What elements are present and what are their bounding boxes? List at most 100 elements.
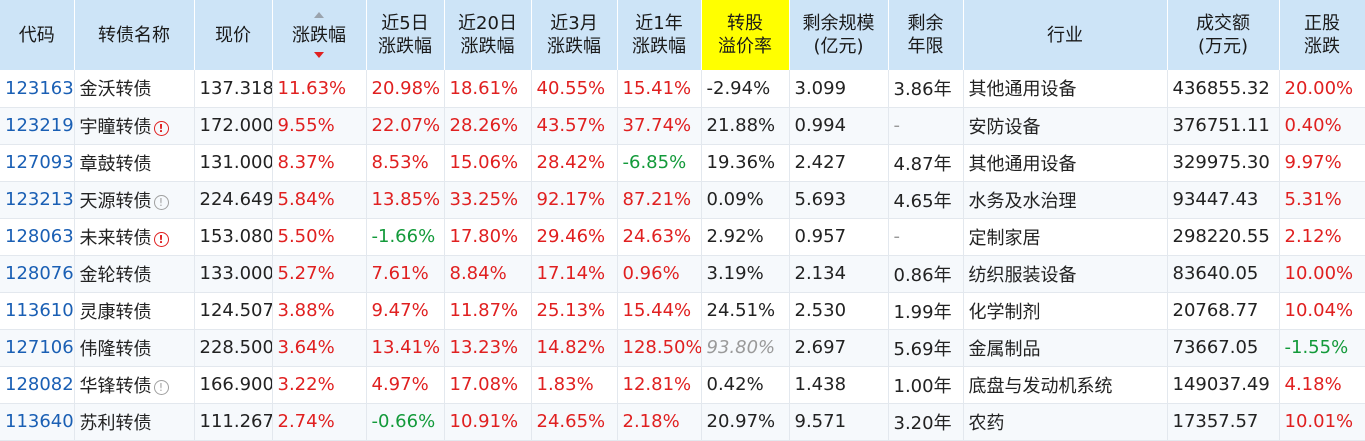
cell-name[interactable]: 章鼓转债 (74, 144, 195, 182)
header-change[interactable]: 涨跌幅 (272, 0, 367, 70)
cell-scale: 0.994 (789, 107, 889, 145)
header-price[interactable]: 现价 (194, 0, 273, 70)
cell-price: 166.900 (194, 366, 273, 404)
cell-change-1y-text: 87.21% (622, 189, 692, 210)
cell-name[interactable]: 苏利转债 (74, 403, 195, 441)
cell-code[interactable]: 113610 (0, 292, 75, 330)
cell-change-text: 2.74% (277, 411, 335, 432)
cell-code-text: 123213 (5, 189, 74, 210)
cell-industry-text: 底盘与发动机系统 (968, 375, 1113, 397)
sort-desc-icon[interactable] (314, 52, 324, 58)
cell-change: 2.74% (272, 403, 367, 441)
cell-change-5d: 9.47% (366, 292, 445, 330)
header-change-5d[interactable]: 近5日 涨跌幅 (366, 0, 445, 70)
cell-amount: 17357.57 (1167, 403, 1280, 441)
cell-code[interactable]: 123219 (0, 107, 75, 145)
cell-amount: 93447.43 (1167, 181, 1280, 219)
table-row[interactable]: 123219 宇瞳转债! 172.000 9.55% 22.07% 28.26% 43.57… (0, 107, 1365, 145)
cell-scale: 0.957 (789, 218, 889, 256)
cell-amount: 73667.05 (1167, 329, 1280, 367)
cell-amount-text: 20768.77 (1172, 300, 1259, 321)
header-premium[interactable]: 转股 溢价率 (701, 0, 790, 70)
table-row[interactable]: 127106 伟隆转债 228.500 3.64% 13.41% 13.23% 14.82%… (0, 329, 1365, 367)
cell-stock-change-text: 10.00% (1284, 263, 1354, 284)
header-scale[interactable]: 剩余规模 (亿元) (789, 0, 889, 70)
table-row[interactable]: 113610 灵康转债 124.507 3.88% 9.47% 11.87% 25.13% 1… (0, 292, 1365, 330)
cell-years-text: - (893, 226, 901, 247)
cell-price-text: 124.507 (199, 300, 272, 321)
header-industry[interactable]: 行业 (963, 0, 1168, 70)
cell-change-3m: 14.82% (531, 329, 618, 367)
cell-name[interactable]: 华锋转债! (74, 366, 195, 404)
header-stock-change[interactable]: 正股 涨跌 (1279, 0, 1365, 70)
cell-name[interactable]: 天源转债! (74, 181, 195, 219)
header-name[interactable]: 转债名称 (74, 0, 195, 70)
sort-asc-icon[interactable] (314, 12, 324, 18)
cell-name-text: 苏利转债 (79, 412, 152, 434)
cell-name[interactable]: 金轮转债 (74, 255, 195, 293)
cell-code[interactable]: 113640 (0, 403, 75, 441)
header-sublabel: 年限 (907, 36, 944, 57)
alert-icon[interactable]: ! (153, 120, 169, 136)
cell-code[interactable]: 123213 (0, 181, 75, 219)
cell-name[interactable]: 宇瞳转债! (74, 107, 195, 145)
cell-code[interactable]: 123163 (0, 70, 75, 108)
cell-name[interactable]: 金沃转债 (74, 70, 195, 108)
cell-change-1y-text: 12.81% (622, 374, 692, 395)
cell-scale-text: 2.427 (794, 152, 847, 173)
cell-change-20d-text: 28.26% (449, 115, 519, 136)
cell-industry: 定制家居 (963, 218, 1168, 256)
cell-years: - (888, 218, 964, 256)
header-change-3m[interactable]: 近3月 涨跌幅 (531, 0, 618, 70)
info-icon[interactable]: ! (153, 379, 169, 395)
cell-name[interactable]: 未来转债! (74, 218, 195, 256)
cell-industry: 安防设备 (963, 107, 1168, 145)
cell-scale-text: 2.134 (794, 263, 847, 284)
header-change-20d[interactable]: 近20日 涨跌幅 (444, 0, 532, 70)
cell-name[interactable]: 灵康转债 (74, 292, 195, 330)
header-label: 近1年 (635, 13, 683, 34)
cell-scale-text: 3.099 (794, 77, 847, 99)
cell-change-20d: 13.23% (444, 329, 532, 367)
cell-code[interactable]: 128076 (0, 255, 75, 293)
cell-change-1y-text: -6.85% (622, 152, 687, 173)
header-sublabel: 涨跌 (1304, 36, 1340, 57)
cell-change-1y: -6.85% (617, 144, 702, 182)
cell-name[interactable]: 伟隆转债 (74, 329, 195, 367)
table-row[interactable]: 113640 苏利转债 111.267 2.74% -0.66% 10.91% 24.65%… (0, 403, 1365, 441)
header-amount[interactable]: 成交额 (万元) (1167, 0, 1280, 70)
cell-code[interactable]: 127106 (0, 329, 75, 367)
cell-code[interactable]: 128063 (0, 218, 75, 256)
cell-change-20d-text: 17.08% (449, 374, 519, 395)
cell-code-text: 128082 (5, 374, 74, 395)
table-body: 123163 金沃转债 137.318 11.63% 20.98% 18.61% 40.55… (0, 70, 1365, 441)
cell-years-text: 0.86年 (893, 264, 952, 286)
cell-price: 153.080 (194, 218, 273, 256)
table-row[interactable]: 128076 金轮转债 133.000 5.27% 7.61% 8.84% 17.14% 0.… (0, 255, 1365, 293)
header-label: 行业 (1047, 24, 1083, 46)
alert-icon[interactable]: ! (153, 231, 169, 247)
cell-change-20d: 11.87% (444, 292, 532, 330)
table-row[interactable]: 123213 天源转债! 224.649 5.84% 13.85% 33.25% 92.17… (0, 181, 1365, 219)
table-row[interactable]: 127093 章鼓转债 131.000 8.37% 8.53% 15.06% 28.42% -… (0, 144, 1365, 182)
table-row[interactable]: 128082 华锋转债! 166.900 3.22% 4.97% 17.08% 1.83% 1… (0, 366, 1365, 404)
header-code[interactable]: 代码 (0, 0, 75, 70)
cell-amount-text: 17357.57 (1172, 411, 1259, 432)
cell-price: 228.500 (194, 329, 273, 367)
cell-code[interactable]: 127093 (0, 144, 75, 182)
cell-industry-text: 定制家居 (968, 227, 1041, 249)
cell-stock-change: 2.12% (1279, 218, 1365, 256)
cell-years-text: 4.65年 (893, 190, 952, 212)
table-row[interactable]: 128063 未来转债! 153.080 5.50% -1.66% 17.80% 29.46… (0, 218, 1365, 256)
header-change-1y[interactable]: 近1年 涨跌幅 (617, 0, 702, 70)
cell-name-text: 未来转债 (79, 227, 152, 249)
cell-industry-text: 其他通用设备 (968, 79, 1077, 101)
cell-years: 3.20年 (888, 403, 964, 441)
cell-premium-text: 2.92% (706, 226, 764, 247)
table-row[interactable]: 123163 金沃转债 137.318 11.63% 20.98% 18.61% 40.55… (0, 70, 1365, 108)
header-years[interactable]: 剩余 年限 (888, 0, 964, 70)
info-icon[interactable]: ! (153, 194, 169, 210)
cell-stock-change-text: 0.40% (1284, 115, 1342, 136)
cell-scale-text: 0.957 (794, 226, 847, 247)
cell-code[interactable]: 128082 (0, 366, 75, 404)
